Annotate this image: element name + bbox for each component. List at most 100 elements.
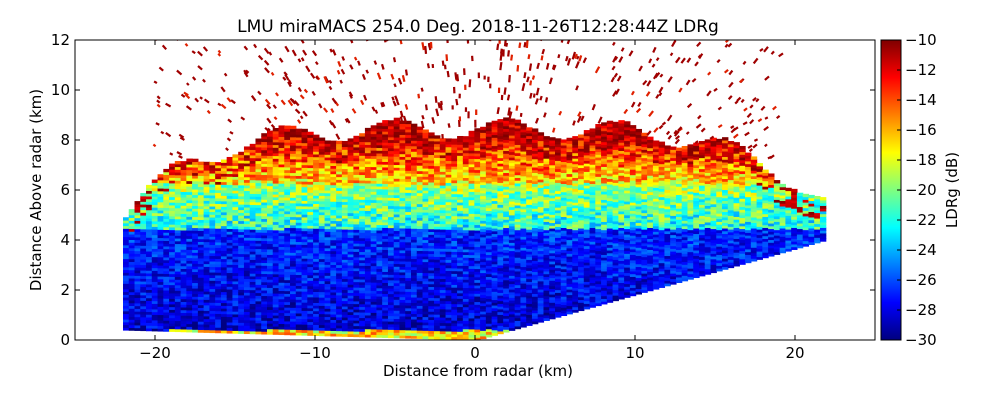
heatmap-cell	[468, 202, 475, 206]
heatmap-cell	[192, 205, 199, 209]
heatmap-cell	[439, 176, 447, 181]
heatmap-cell	[462, 163, 470, 167]
heatmap-cell	[514, 127, 522, 132]
heatmap-cell	[503, 122, 510, 127]
heatmap-cell	[468, 240, 475, 245]
heatmap-cell	[226, 308, 234, 312]
heatmap-cell	[451, 166, 458, 170]
heatmap-cell	[405, 170, 412, 174]
heatmap-cell	[255, 270, 262, 274]
heatmap-cell	[324, 154, 331, 158]
heatmap-cell	[267, 301, 274, 305]
heatmap-cell	[243, 272, 251, 277]
heatmap-cell	[157, 262, 164, 266]
heatmap-cell	[468, 180, 475, 184]
heatmap-cell	[226, 165, 234, 169]
heatmap-cell	[255, 251, 262, 255]
heatmap-cell	[192, 287, 199, 292]
heatmap-cell	[261, 295, 268, 299]
heatmap-cell	[128, 319, 136, 323]
heatmap-cell	[243, 308, 251, 313]
heatmap-cell	[151, 300, 159, 304]
heatmap-cell	[451, 306, 458, 310]
heatmap-cell	[353, 262, 360, 266]
heatmap-cell	[163, 303, 170, 307]
heatmap-cell	[249, 256, 257, 260]
heatmap-cell	[399, 170, 406, 174]
heatmap-cell	[480, 129, 487, 133]
heatmap-cell	[249, 328, 257, 332]
heatmap-cell	[364, 204, 372, 209]
heatmap-cell	[215, 241, 222, 246]
heatmap-cell	[405, 274, 412, 279]
heatmap-cell	[480, 313, 487, 318]
heatmap-cell	[209, 285, 216, 290]
heatmap-cell	[180, 315, 187, 319]
heatmap-cell	[457, 287, 464, 291]
heatmap-cell	[186, 232, 193, 237]
heatmap-cell	[151, 240, 159, 244]
heatmap-cell	[284, 142, 291, 146]
heatmap-cell	[520, 214, 527, 218]
heatmap-cell	[272, 295, 280, 300]
heatmap-cell	[192, 238, 199, 242]
heatmap-cell	[468, 191, 475, 195]
heatmap-cell	[226, 319, 234, 323]
heatmap-cell	[497, 325, 504, 329]
heatmap-cell	[284, 188, 291, 193]
heatmap-cell	[491, 269, 498, 273]
heatmap-cell	[468, 133, 475, 137]
heatmap-cell	[128, 264, 136, 268]
heatmap-cell	[272, 218, 280, 223]
heatmap-cell	[301, 233, 308, 237]
heatmap-cell	[480, 256, 487, 260]
heatmap-cell	[180, 251, 187, 256]
heatmap-cell	[387, 304, 395, 308]
heatmap-cell	[497, 138, 504, 142]
heatmap-cell	[284, 191, 291, 195]
heatmap-cell	[491, 326, 498, 331]
heatmap-cell	[128, 261, 136, 265]
heatmap-cell	[503, 177, 510, 182]
heatmap-cell	[353, 309, 360, 313]
heatmap-cell	[474, 136, 481, 140]
heatmap-cell	[422, 283, 429, 287]
heatmap-cell	[341, 176, 349, 181]
heatmap-cell	[174, 218, 182, 223]
heatmap-cell	[163, 287, 170, 291]
heatmap-cell	[313, 310, 320, 314]
heatmap-cell	[290, 241, 297, 245]
heatmap-cell	[140, 234, 147, 238]
heatmap-cell	[249, 292, 257, 296]
heatmap-cell	[359, 221, 366, 225]
heatmap-cell	[451, 179, 458, 184]
heatmap-cell	[330, 289, 337, 293]
heatmap-cell	[422, 275, 429, 279]
heatmap-cell	[272, 177, 280, 181]
heatmap-cell	[290, 134, 297, 138]
heatmap-cell	[364, 314, 372, 319]
heatmap-cell	[267, 226, 274, 231]
heatmap-cell	[526, 223, 533, 227]
heatmap-cell	[238, 168, 245, 172]
heatmap-cell	[341, 270, 349, 274]
heatmap-cell	[197, 310, 205, 314]
heatmap-cell	[197, 323, 205, 328]
heatmap-cell	[353, 289, 360, 294]
heatmap-cell	[313, 283, 320, 287]
heatmap-cell	[347, 281, 354, 285]
heatmap-cell	[462, 180, 470, 184]
heatmap-cell	[192, 285, 199, 289]
heatmap-cell	[382, 307, 389, 311]
heatmap-cell	[416, 184, 424, 188]
heatmap-cell	[491, 296, 498, 301]
heatmap-cell	[324, 228, 331, 232]
heatmap-cell	[267, 232, 274, 236]
heatmap-cell	[313, 299, 320, 303]
heatmap-cell	[163, 190, 170, 195]
heatmap-cell	[140, 291, 147, 296]
heatmap-cell	[462, 191, 470, 195]
heatmap-cell	[197, 293, 205, 297]
heatmap-cell	[151, 281, 159, 285]
heatmap-cell	[491, 252, 498, 257]
